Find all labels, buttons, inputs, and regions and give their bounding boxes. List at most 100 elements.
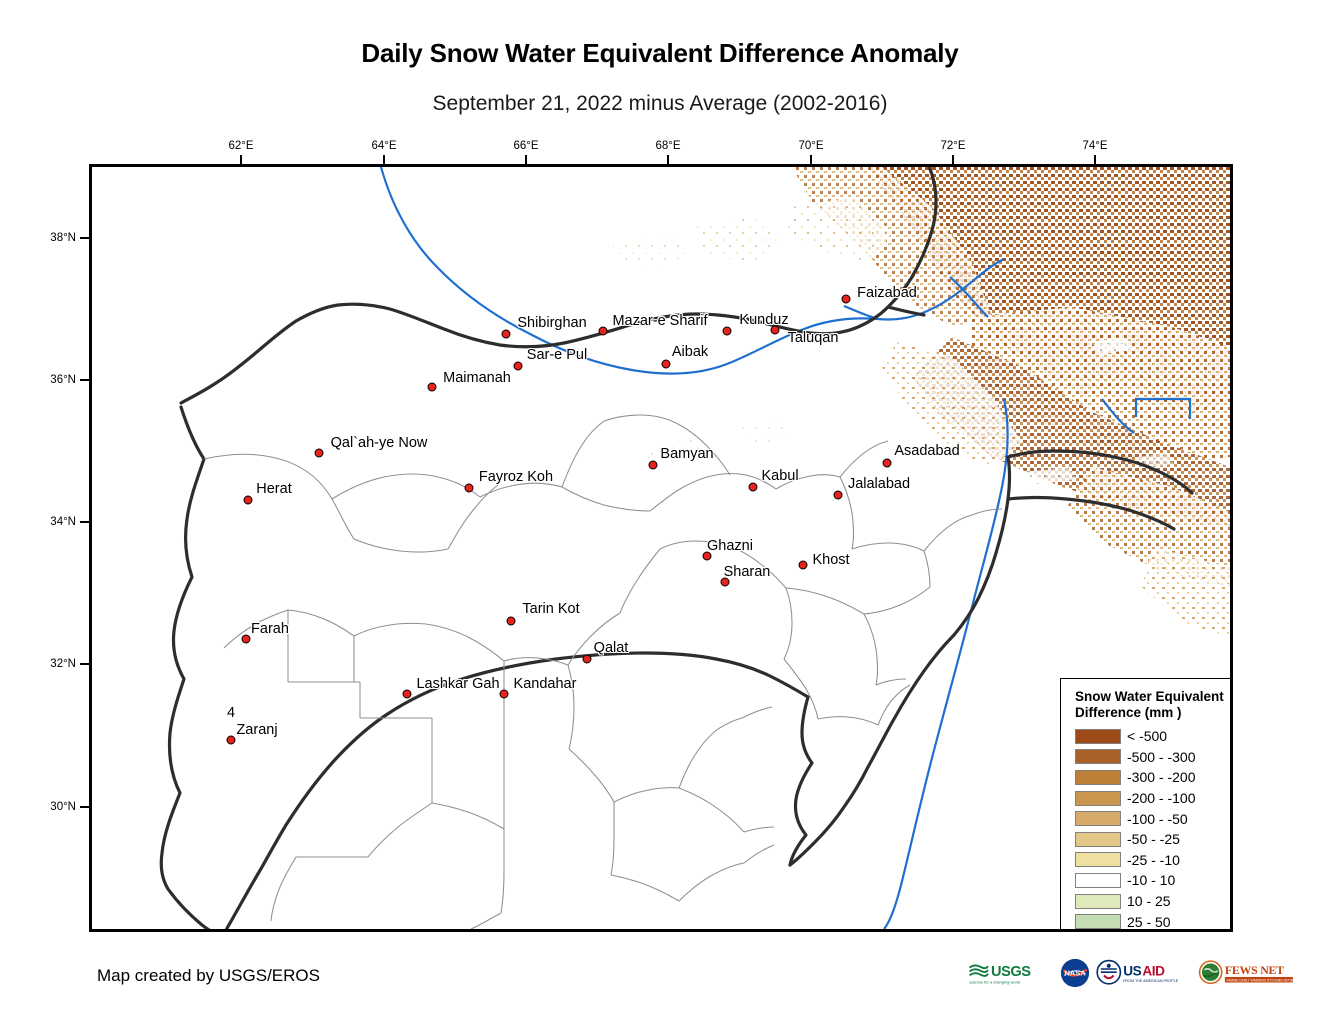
city-marker[interactable] [841, 294, 851, 304]
city-marker[interactable] [499, 689, 509, 699]
city-label: Kandahar [513, 676, 577, 692]
longitude-tick [525, 155, 527, 164]
city-label: Bamyan [660, 446, 714, 462]
longitude-tick-label: 62°E [228, 140, 254, 152]
city-label: Ghazni [707, 538, 753, 554]
legend-label: -100 - -50 [1127, 810, 1188, 827]
legend-row: -100 - -50 [1075, 808, 1230, 829]
city-marker[interactable] [402, 689, 412, 699]
city-label: Jalalabad [847, 476, 911, 492]
city-label: Zaranj [236, 722, 278, 738]
latitude-tick-label: 34°N [50, 516, 76, 528]
svg-text:US: US [1123, 963, 1141, 978]
legend-label: 10 - 25 [1127, 893, 1171, 910]
city-marker[interactable] [702, 551, 712, 561]
rivers-layer [379, 167, 1192, 929]
svg-text:AID: AID [1142, 963, 1165, 978]
legend-swatch [1075, 893, 1121, 909]
svg-text:science for a changing world: science for a changing world [970, 980, 1021, 985]
city-marker[interactable] [722, 326, 732, 336]
city-marker[interactable] [720, 577, 730, 587]
longitude-tick-label: 72°E [940, 140, 966, 152]
page-subtitle: September 21, 2022 minus Average (2002-2… [432, 92, 888, 115]
legend-label: -25 - -10 [1127, 851, 1180, 868]
latitude-tick-label: 38°N [50, 232, 76, 244]
city-marker[interactable] [748, 482, 758, 492]
clipped-map-label: 4 [226, 705, 236, 721]
city-marker[interactable] [661, 359, 671, 369]
city-marker[interactable] [427, 382, 437, 392]
city-marker[interactable] [582, 654, 592, 664]
legend-swatch [1075, 914, 1121, 929]
city-label: Faizabad [857, 285, 917, 301]
svg-text:FAMINE EARLY WARNING SYSTEMS N: FAMINE EARLY WARNING SYSTEMS NETWORK [1226, 978, 1296, 982]
city-marker[interactable] [598, 326, 608, 336]
longitude-tick-label: 70°E [798, 140, 824, 152]
page-title: Daily Snow Water Equivalent Difference A… [361, 38, 959, 68]
longitude-tick [952, 155, 954, 164]
legend-row: 25 - 50 [1075, 911, 1230, 930]
city-label: Farah [251, 621, 289, 637]
city-label: Mazar-e Sharif [612, 313, 708, 329]
longitude-tick [667, 155, 669, 164]
city-label: Kabul [761, 468, 799, 484]
city-label: Kunduz [739, 312, 789, 328]
city-label: Khost [812, 552, 850, 568]
legend-swatch [1075, 790, 1121, 806]
city-label: Aibak [671, 344, 709, 360]
province-boundaries [203, 414, 1003, 929]
city-marker[interactable] [882, 458, 892, 468]
longitude-tick-label: 68°E [655, 140, 681, 152]
legend-swatch [1075, 872, 1121, 888]
city-label: Fayroz Koh [478, 469, 554, 485]
legend-title: Snow Water Equivalent Difference (mm ) [1075, 689, 1230, 721]
city-marker[interactable] [314, 448, 324, 458]
legend-label: 25 - 50 [1127, 913, 1171, 930]
city-marker[interactable] [464, 483, 474, 493]
latitude-tick [80, 806, 89, 808]
legend-row: -25 - -10 [1075, 850, 1230, 871]
map-legend: Snow Water Equivalent Difference (mm ) <… [1060, 678, 1230, 930]
longitude-tick [240, 155, 242, 164]
city-label: Asadabad [894, 443, 960, 459]
legend-row: -50 - -25 [1075, 829, 1230, 850]
legend-swatch [1075, 811, 1121, 827]
longitude-tick-label: 64°E [371, 140, 397, 152]
agency-logos: USGS science for a changing world NASA U… [968, 957, 1296, 989]
footer-credit: Map created by USGS/EROS [97, 966, 320, 985]
city-marker[interactable] [243, 495, 253, 505]
longitude-tick-label: 74°E [1082, 140, 1108, 152]
latitude-tick-label: 36°N [50, 374, 76, 386]
map-graphic [159, 167, 1230, 929]
city-label: Shibirghan [517, 315, 587, 331]
legend-row: -10 - 10 [1075, 870, 1230, 891]
city-marker[interactable] [226, 735, 236, 745]
longitude-tick [810, 155, 812, 164]
legend-swatch [1075, 769, 1121, 785]
city-label: Taluqan [787, 330, 839, 346]
legend-label: -10 - 10 [1127, 872, 1176, 889]
swe-anomaly-raster [612, 167, 1230, 637]
city-marker[interactable] [513, 361, 523, 371]
svg-text:FEWS NET: FEWS NET [1225, 963, 1284, 977]
nasa-logo: NASA [1060, 958, 1090, 988]
city-marker[interactable] [241, 634, 251, 644]
city-marker[interactable] [648, 460, 658, 470]
latitude-tick-label: 32°N [50, 658, 76, 670]
city-marker[interactable] [506, 616, 516, 626]
city-marker[interactable] [501, 329, 511, 339]
city-marker[interactable] [770, 325, 780, 335]
longitude-tick [1094, 155, 1096, 164]
legend-title-line1: Snow Water Equivalent [1075, 689, 1224, 704]
international-border [159, 167, 1194, 929]
latitude-tick [80, 663, 89, 665]
legend-row: < -500 [1075, 726, 1230, 747]
legend-swatch [1075, 749, 1121, 765]
city-marker[interactable] [798, 560, 808, 570]
svg-text:FROM THE AMERICAN PEOPLE: FROM THE AMERICAN PEOPLE [1123, 979, 1179, 983]
legend-label: -200 - -100 [1127, 790, 1196, 807]
map-canvas[interactable]: Snow Water Equivalent Difference (mm ) <… [89, 164, 1233, 932]
legend-row: 10 - 25 [1075, 891, 1230, 912]
city-marker[interactable] [833, 490, 843, 500]
